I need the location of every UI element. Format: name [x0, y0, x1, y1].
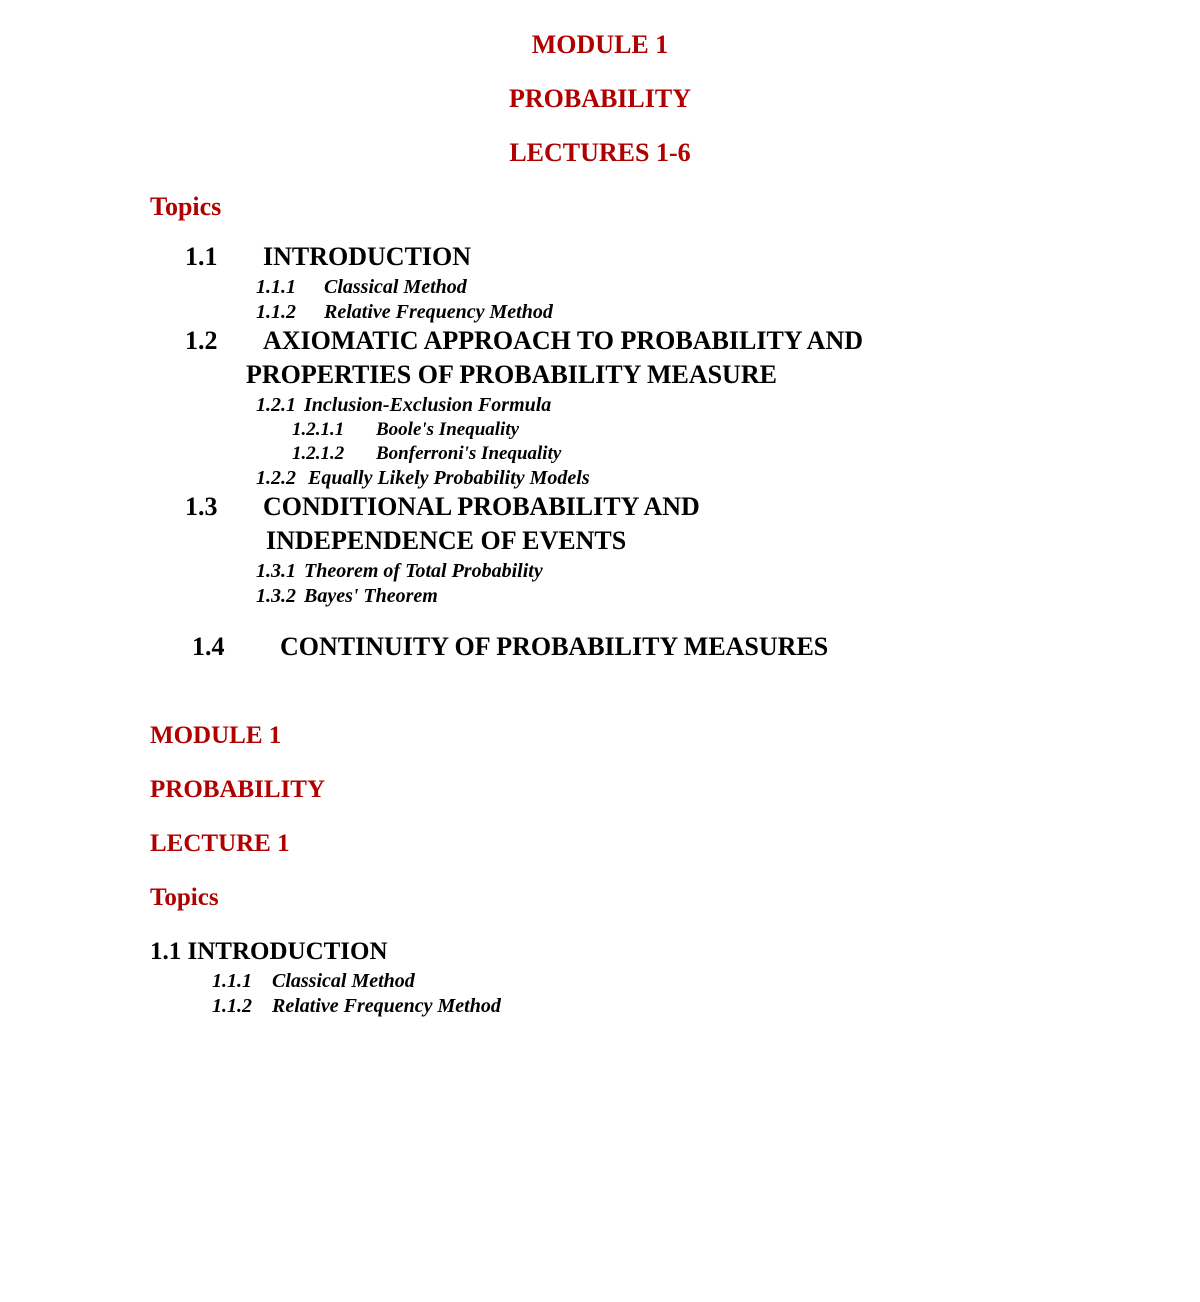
toc-num-1-3: 1.3 [185, 492, 263, 522]
toc-sub-1-3-2: 1.3.2 Bayes' Theorem [150, 585, 1050, 608]
toc-sub-title-1-2-2: Equally Likely Probability Models [308, 467, 590, 490]
toc-subsub-num-1-2-1-2: 1.2.1.2 [292, 443, 376, 465]
s2-module-heading: MODULE 1 [150, 722, 1050, 750]
s2-topics-heading: Topics [150, 884, 1050, 912]
toc-title-1-4: CONTINUITY OF PROBABILITY MEASURES [280, 632, 828, 662]
toc-sub-title-1-3-1: Theorem of Total Probability [304, 560, 543, 583]
toc-section-1-4: 1.4 CONTINUITY OF PROBABILITY MEASURES [150, 632, 1050, 662]
toc-sub-num-1-2-2: 1.2.2 [256, 467, 296, 490]
toc-subsub-1-2-1-1: 1.2.1.1 Boole's Inequality [150, 419, 1050, 441]
toc-section-1-2-line2-row: PROPERTIES OF PROBABILITY MEASURE [150, 360, 1050, 390]
toc-title-1-3-line1: CONDITIONAL PROBABILITY AND [263, 492, 700, 522]
toc-title-1-2-line1: AXIOMATIC APPROACH TO PROBABILITY AND [263, 326, 863, 356]
lecture-1-section: MODULE 1 PROBABILITY LECTURE 1 Topics 1.… [150, 722, 1050, 1018]
toc-num-1-2: 1.2 [185, 326, 263, 356]
toc-sub-1-3-1: 1.3.1 Theorem of Total Probability [150, 560, 1050, 583]
toc-sub-title-1-3-2: Bayes' Theorem [304, 585, 438, 608]
toc-sub-title-1-1-2: Relative Frequency Method [324, 301, 553, 324]
s2-probability-heading: PROBABILITY [150, 776, 1050, 804]
toc-sub-num-1-2-1: 1.2.1 [256, 394, 296, 417]
toc-sub-1-1-2: 1.1.2 Relative Frequency Method [150, 301, 1050, 324]
topics-heading: Topics [150, 192, 1050, 222]
s2-sub-title-1-1-1: Classical Method [272, 970, 415, 993]
toc-title-1-1: INTRODUCTION [263, 242, 471, 272]
s2-sub-1-1-1: 1.1.1 Classical Method [150, 970, 1050, 993]
toc-sub-num-1-1-2: 1.1.2 [256, 301, 324, 324]
s2-lecture-heading: LECTURE 1 [150, 830, 1050, 858]
toc-section-1-2: 1.2 AXIOMATIC APPROACH TO PROBABILITY AN… [150, 326, 1050, 356]
module-heading: MODULE 1 [150, 30, 1050, 60]
s2-section-1-1: 1.1 INTRODUCTION [150, 938, 1050, 966]
toc-section-1-3: 1.3 CONDITIONAL PROBABILITY AND [150, 492, 1050, 522]
toc-sub-num-1-3-2: 1.3.2 [256, 585, 296, 608]
probability-heading: PROBABILITY [150, 84, 1050, 114]
toc-sub-title-1-2-1: Inclusion-Exclusion Formula [304, 394, 551, 417]
toc-sub-num-1-3-1: 1.3.1 [256, 560, 296, 583]
toc-subsub-title-1-2-1-2: Bonferroni's Inequality [376, 443, 561, 465]
toc-num-1-4: 1.4 [192, 632, 280, 662]
toc-num-1-1: 1.1 [185, 242, 263, 272]
s2-sub-1-1-2: 1.1.2 Relative Frequency Method [150, 995, 1050, 1018]
toc-subsub-title-1-2-1-1: Boole's Inequality [376, 419, 519, 441]
toc-title-1-2-line2: PROPERTIES OF PROBABILITY MEASURE [150, 360, 777, 390]
toc-section-1-1: 1.1 INTRODUCTION [150, 242, 1050, 272]
toc-sub-1-2-1: 1.2.1 Inclusion-Exclusion Formula [150, 394, 1050, 417]
toc-sub-1-1-1: 1.1.1 Classical Method [150, 276, 1050, 299]
s2-sub-title-1-1-2: Relative Frequency Method [272, 995, 501, 1018]
toc-title-1-3-line2: INDEPENDENCE OF EVENTS [150, 526, 626, 556]
toc-sub-1-2-2: 1.2.2 Equally Likely Probability Models [150, 467, 1050, 490]
toc-section-1-3-line2-row: INDEPENDENCE OF EVENTS [150, 526, 1050, 556]
lectures-heading: LECTURES 1-6 [150, 138, 1050, 168]
s2-sub-num-1-1-2: 1.1.2 [212, 995, 272, 1018]
toc-subsub-1-2-1-2: 1.2.1.2 Bonferroni's Inequality [150, 443, 1050, 465]
s2-sub-num-1-1-1: 1.1.1 [212, 970, 272, 993]
toc-sub-num-1-1-1: 1.1.1 [256, 276, 324, 299]
toc-subsub-num-1-2-1-1: 1.2.1.1 [292, 419, 376, 441]
toc-sub-title-1-1-1: Classical Method [324, 276, 467, 299]
